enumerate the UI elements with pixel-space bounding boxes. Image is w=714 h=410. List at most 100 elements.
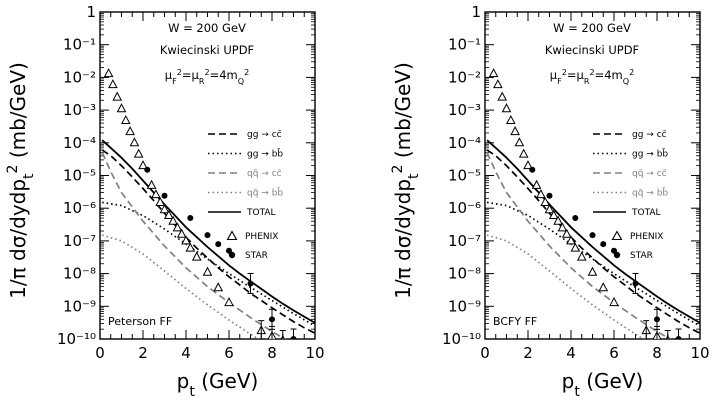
phenix-point [129, 137, 140, 147]
y-tick-label: 1 [86, 3, 96, 21]
star-point [204, 232, 211, 239]
curve-ggcc [101, 149, 315, 334]
y-tick-label: 10⁻⁴ [63, 134, 96, 152]
y-tick-label: 10⁻³ [63, 101, 96, 119]
x-tick-label: 8 [652, 344, 662, 362]
info-updf: Kwiecinski UPDF [160, 43, 254, 57]
phenix-point [497, 91, 508, 101]
x-tick-label: 2 [523, 344, 533, 362]
plot-frame [99, 11, 316, 340]
plot-area [486, 68, 700, 339]
plot-area [101, 68, 315, 339]
legend-label: qq̄ → bb̄ [632, 187, 668, 199]
phenix-point [168, 215, 178, 225]
info-energy: W = 200 GeV [553, 21, 631, 35]
legend-label: qq̄ → cc̄ [247, 169, 282, 179]
y-tick-label: 10⁻⁸ [63, 265, 96, 283]
x-axis-label: pt (GeV) [177, 369, 259, 400]
x-tick-label: 4 [566, 344, 576, 362]
star-point [161, 192, 168, 199]
fragmentation-label: BCFY FF [493, 315, 537, 328]
phenix-point [133, 148, 144, 158]
legend-label: TOTAL [246, 208, 276, 218]
star-point [546, 192, 553, 199]
x-tick-label: 4 [181, 344, 191, 362]
phenix-point [172, 222, 183, 232]
x-tick-label: 0 [480, 344, 490, 362]
phenix-point [120, 114, 131, 125]
phenix-point [598, 282, 609, 292]
phenix-point [213, 282, 224, 292]
y-tick-label: 10⁻¹⁰ [442, 330, 481, 348]
y-tick-label: 10⁻¹ [63, 36, 96, 54]
info-scale: μF2=μR2=4mQ2 [550, 68, 634, 86]
curve-qqbb [486, 234, 645, 339]
phenix-point [514, 137, 525, 147]
legend-label: qq̄ → bb̄ [247, 187, 283, 199]
phenix-point [493, 79, 503, 89]
phenix-point [536, 189, 546, 199]
star-point [611, 247, 617, 254]
phenix-point [557, 222, 568, 232]
phenix-point [561, 228, 572, 238]
phenix-point [518, 148, 529, 158]
phenix-point [544, 204, 555, 214]
phenix-point [103, 68, 114, 78]
x-tick-label: 10 [305, 344, 324, 362]
legend-marker-triangle [611, 230, 623, 241]
phenix-point [146, 179, 157, 189]
legend-label: gg → cc̄ [247, 130, 282, 140]
phenix-point [202, 266, 213, 276]
x-tick-label: 0 [95, 344, 105, 362]
plot-frame [484, 11, 701, 340]
curve-qqcc [486, 152, 672, 339]
y-tick-label: 10⁻² [63, 68, 96, 86]
phenix-point [570, 242, 581, 252]
phenix-point [501, 103, 512, 113]
phenix-point [185, 242, 196, 252]
x-tick-label: 6 [224, 344, 234, 362]
curve-ggcc [486, 149, 700, 334]
star-point [215, 241, 222, 248]
curve-ggbb [102, 201, 315, 327]
star-point [226, 247, 232, 254]
curve-qqbb [101, 234, 260, 339]
y-tick-label: 10⁻⁸ [448, 265, 481, 283]
phenix-point [108, 79, 118, 89]
legend-marker-circle [228, 251, 236, 259]
legend-marker-circle [613, 251, 621, 259]
legend-marker-triangle [226, 230, 238, 241]
y-tick-label: 10⁻⁷ [448, 232, 481, 250]
info-updf: Kwiecinski UPDF [545, 43, 639, 57]
phenix-point [224, 297, 234, 307]
y-tick-label: 10⁻⁶ [63, 199, 96, 217]
phenix-point [112, 91, 123, 101]
phenix-point [138, 160, 148, 170]
y-tick-label: 10⁻¹ [448, 36, 481, 54]
legend-label: gg → bb̄ [247, 148, 283, 160]
curve-total [101, 139, 315, 324]
y-axis-label: 1/π dσ/dydpt2 (mb/GeV) [390, 62, 422, 299]
y-tick-label: 10⁻³ [448, 101, 481, 119]
x-tick-label: 6 [609, 344, 619, 362]
chart-panel-left: 0 2 4 6 8 10 10⁻¹⁰ 10⁻⁹ 10⁻⁸ 10⁻⁷ 10⁻⁶ 10⁻⁵ 10⁻⁴ 10⁻³… [5, 3, 325, 400]
phenix-point [523, 160, 533, 170]
phenix-point [488, 68, 499, 78]
curve-total [486, 139, 700, 324]
phenix-point [191, 251, 202, 261]
legend-label: STAR [630, 251, 653, 261]
curve-ggbb [486, 201, 700, 327]
phenix-point [125, 126, 135, 136]
phenix-point [587, 266, 598, 276]
curve-qqcc [101, 152, 287, 339]
star-point [144, 166, 151, 173]
phenix-point [609, 297, 619, 307]
star-point [572, 215, 579, 222]
phenix-point [155, 196, 166, 206]
chart-panel-right: 0 2 4 6 8 10 10⁻¹⁰ 10⁻⁹ 10⁻⁸ 10⁻⁷ 10⁻⁶ 10⁻⁵ 10⁻⁴ 10⁻³… [390, 3, 710, 400]
y-tick-label: 10⁻² [448, 68, 481, 86]
y-axis-label: 1/π dσ/dydpt2 (mb/GeV) [5, 62, 37, 299]
phenix-point [151, 189, 161, 199]
x-axis-label: pt (GeV) [562, 369, 644, 400]
phenix-point [181, 235, 191, 245]
